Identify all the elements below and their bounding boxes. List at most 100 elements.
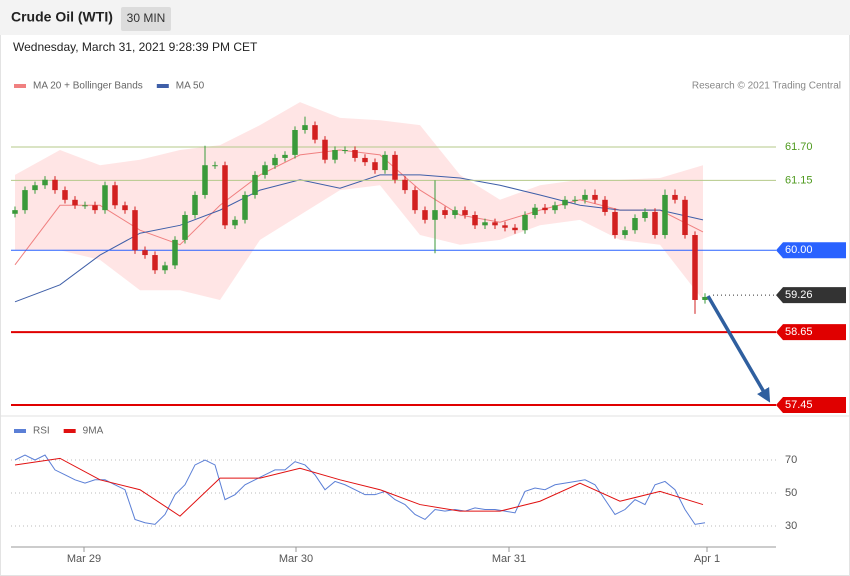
candle-body [132, 210, 138, 251]
candle-body [662, 194, 668, 236]
candle-body [362, 157, 368, 163]
candle-body [702, 296, 708, 300]
legend-swatch [156, 84, 169, 88]
legend-label: 9MA [83, 426, 104, 437]
level-label: 60.00 [785, 244, 813, 256]
y-tick-label: 50 [785, 487, 797, 499]
candle-body [482, 222, 488, 226]
candle-body [312, 125, 318, 140]
legend-swatch [14, 84, 26, 88]
candle-body [262, 165, 268, 175]
candle-body [332, 150, 338, 160]
level-label: 59.26 [785, 289, 813, 301]
x-tick-label: Mar 29 [67, 553, 101, 565]
level-label: 61.15 [785, 174, 813, 186]
subtitle: Wednesday, March 31, 2021 9:28:39 PM CET [13, 40, 258, 54]
candle-body [642, 211, 648, 219]
candle-body [452, 210, 458, 215]
level-label: 61.70 [785, 141, 813, 153]
candle-body [472, 214, 478, 226]
candle-body [572, 199, 578, 201]
candle-body [522, 214, 528, 231]
candle-body [682, 199, 688, 236]
level-tag [776, 324, 846, 341]
candle-body [22, 190, 28, 211]
legend-label: MA 20 + Bollinger Bands [33, 81, 143, 92]
interval-badge [121, 7, 171, 31]
candle-body [222, 165, 228, 226]
candle-body [632, 218, 638, 231]
candle-body [652, 211, 658, 236]
credit: Research © 2021 Trading Central [692, 81, 841, 92]
candle-body [162, 265, 168, 271]
candle-body [582, 194, 588, 200]
candle-body [102, 185, 108, 211]
candle-body [602, 199, 608, 212]
candle-body [562, 199, 568, 206]
candle-body [342, 150, 348, 152]
candle-body [372, 162, 378, 171]
candle-body [272, 157, 278, 166]
candle-body [172, 239, 178, 266]
legend-label: RSI [33, 426, 50, 437]
rsi-line [14, 454, 706, 525]
interval: 30 MIN [127, 11, 166, 25]
candle-body [432, 210, 438, 220]
candle-body [122, 205, 128, 211]
candle-body [382, 154, 388, 171]
x-tick-label: Mar 31 [492, 553, 526, 565]
candle-body [542, 207, 548, 211]
candle-body [182, 214, 188, 240]
candle-body [282, 154, 288, 158]
candle-body [322, 139, 328, 160]
candle-body [152, 255, 158, 271]
legend-swatch [63, 429, 76, 433]
candle-body [412, 190, 418, 211]
candle-body [462, 210, 468, 215]
candle-body [422, 210, 428, 220]
candle-body [232, 219, 238, 226]
candle-body [692, 235, 698, 300]
candle-body [112, 185, 118, 206]
level-label: 57.45 [785, 399, 813, 411]
rsi-ma-line [14, 457, 704, 517]
candle-body [302, 125, 308, 131]
candle-body [242, 194, 248, 220]
candle-body [32, 185, 38, 191]
candle-body [12, 210, 18, 214]
candle-body [392, 154, 398, 180]
candle-body [72, 199, 78, 206]
level-label: 58.65 [785, 326, 813, 338]
candle-body [252, 174, 258, 195]
candle-body [612, 211, 618, 236]
candle-body [402, 179, 408, 191]
candle-body [552, 205, 558, 211]
candle-body [352, 150, 358, 158]
candle-body [532, 207, 538, 215]
y-tick-label: 30 [785, 520, 797, 532]
candle-body [52, 179, 58, 191]
candle-body [82, 205, 88, 207]
candle-body [42, 179, 48, 186]
candle-body [442, 210, 448, 215]
legend-swatch [14, 429, 26, 433]
level-tag [776, 242, 846, 259]
x-tick-label: Apr 1 [694, 553, 720, 565]
level-tag [776, 396, 846, 413]
candle-body [212, 165, 218, 167]
candle-body [92, 205, 98, 211]
legend-label: MA 50 [176, 81, 205, 92]
candle-body [202, 165, 208, 195]
candle-body [192, 194, 198, 215]
candle-body [512, 227, 518, 231]
candle-body [62, 190, 68, 200]
candle-body [142, 250, 148, 256]
candle-body [622, 230, 628, 236]
candle-body [492, 222, 498, 226]
candle-body [592, 194, 598, 200]
x-tick-label: Mar 30 [279, 553, 313, 565]
chart-title: Crude Oil (WTI) [11, 9, 113, 25]
